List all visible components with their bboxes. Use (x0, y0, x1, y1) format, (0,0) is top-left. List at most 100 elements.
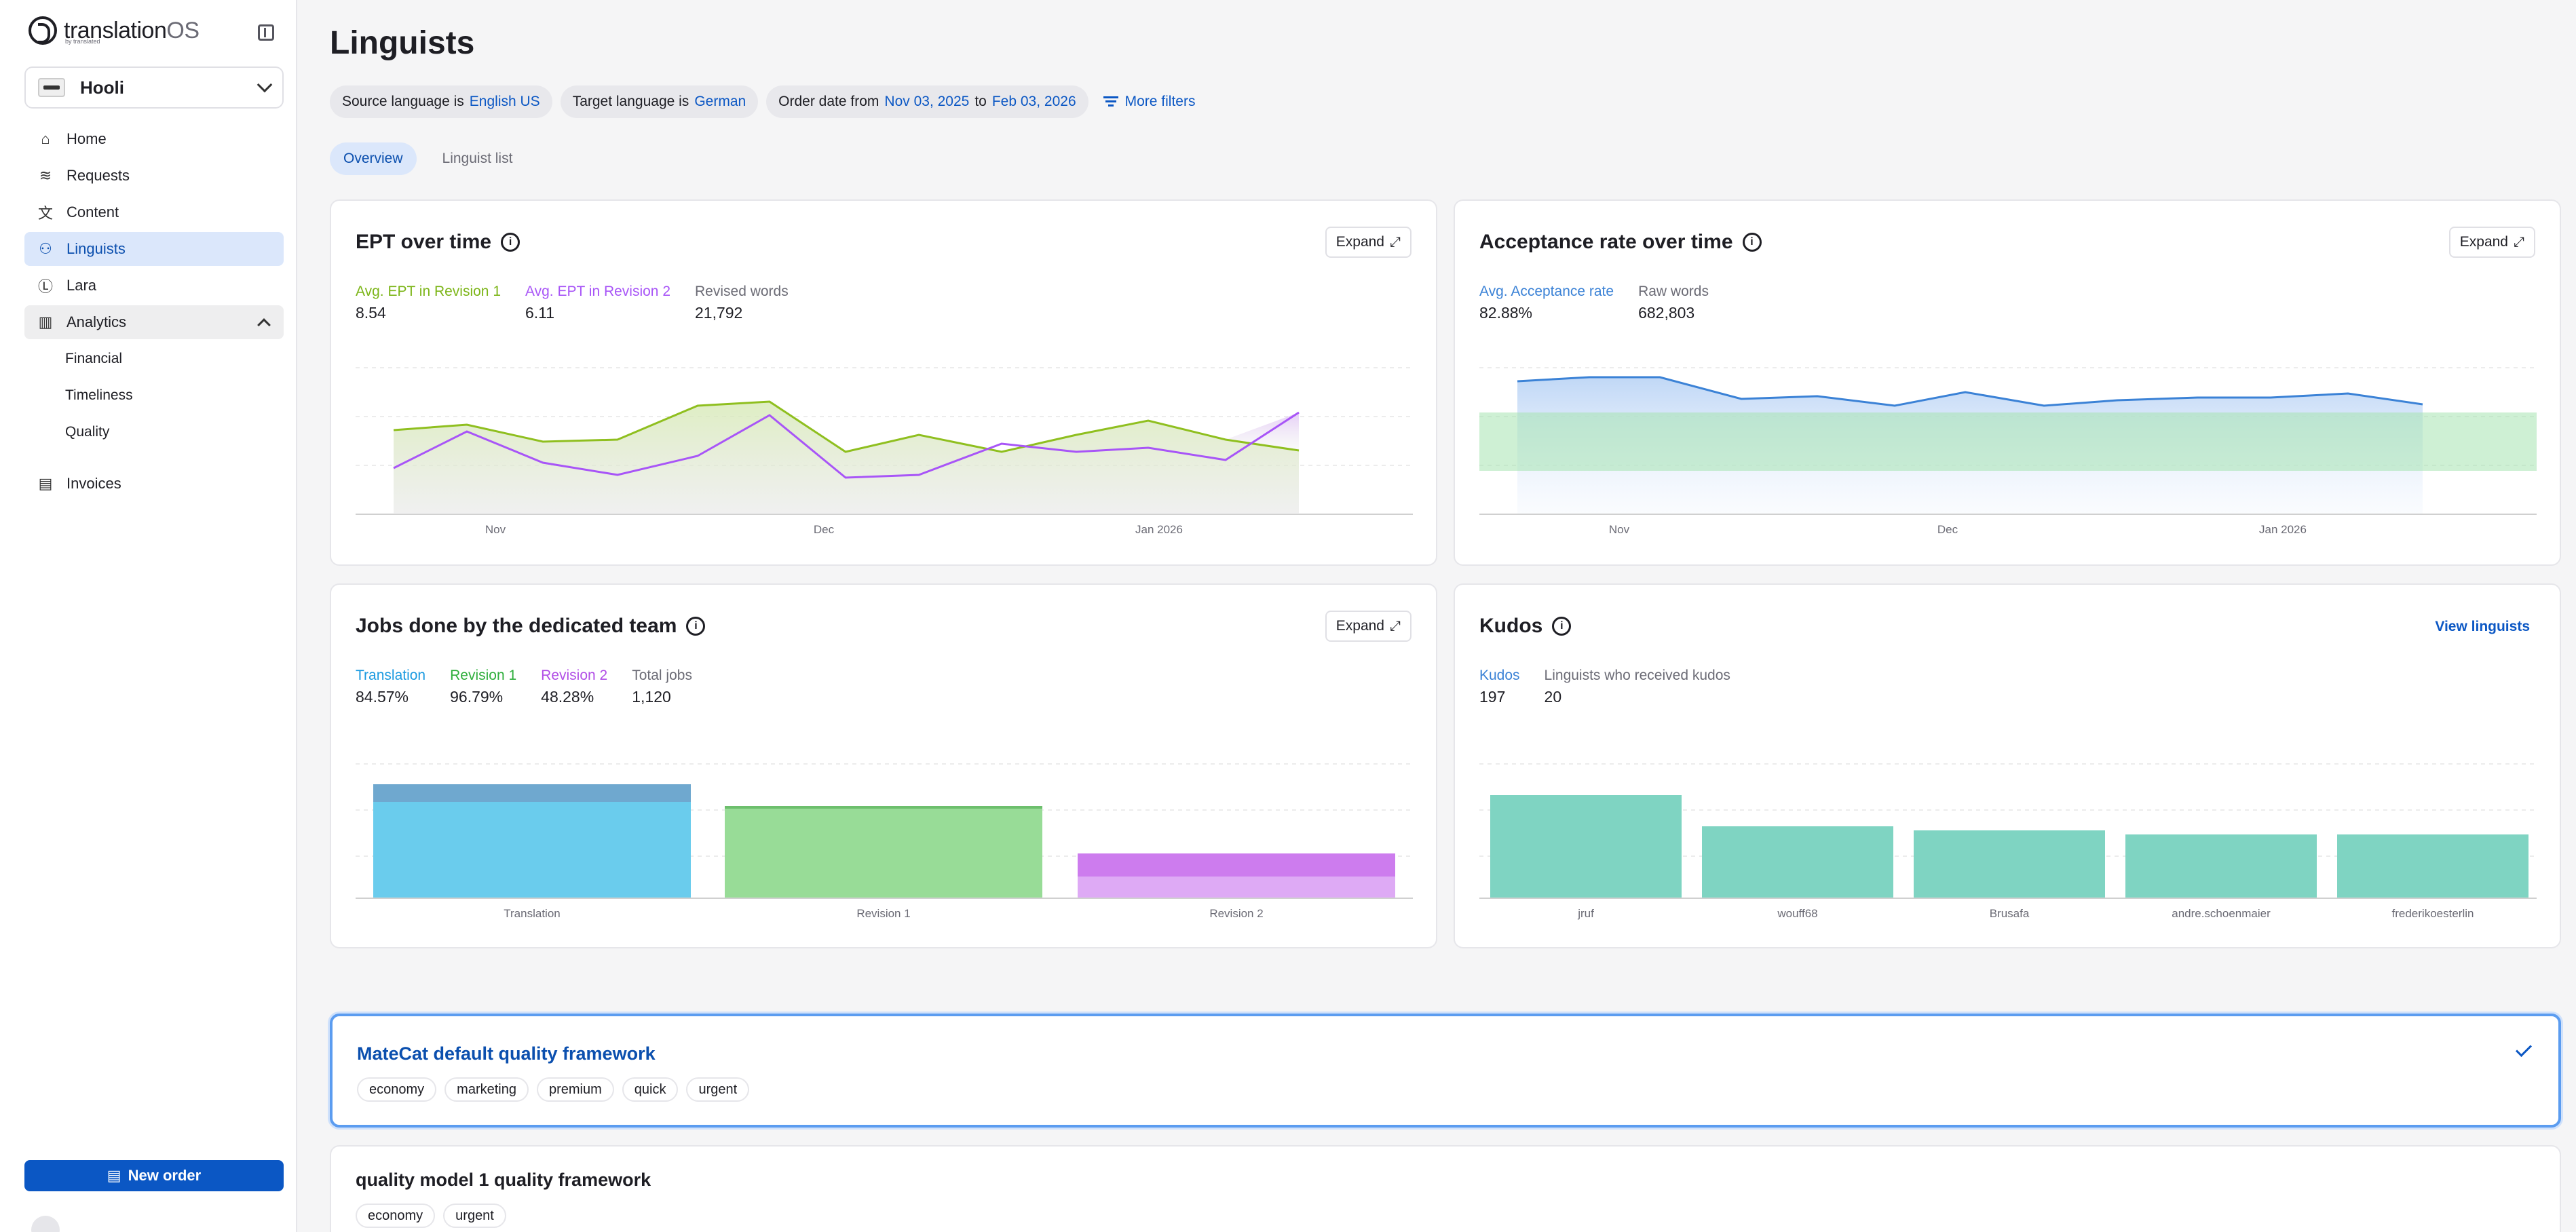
framework-card-selected[interactable]: MateCat default quality framework econom… (330, 1014, 2561, 1128)
stat: Linguists who received kudos 20 (1544, 668, 1730, 706)
info-icon[interactable]: i (1742, 233, 1762, 252)
expand-icon: ⤢ (2514, 234, 2524, 250)
stat: Revision 1 96.79% (450, 668, 517, 706)
stat: Kudos 197 (1479, 668, 1520, 706)
sidebar-item-analytics[interactable]: ▥ Analytics (24, 305, 284, 339)
acceptance-stats: Avg. Acceptance rate 82.88% Raw words 682,… (1479, 284, 1709, 322)
bar-chart-icon: ▥ (38, 313, 53, 330)
stat: Total jobs 1,120 (632, 668, 692, 706)
bar-translation (373, 802, 691, 898)
document-icon: ▤ (107, 1167, 121, 1184)
expand-button[interactable]: Expand ⤢ (1325, 611, 1412, 642)
x-tick-label: Translation (504, 907, 560, 920)
tab-overview[interactable]: Overview (330, 142, 417, 175)
kudos-bar (2337, 834, 2528, 898)
sidebar-nav: ⌂ Home ≋ Requests 文 Content ⚇ Linguists Ⓛ Lar… (24, 122, 284, 503)
ept-card: EPT over time i Expand ⤢ Avg. EPT in Revis… (330, 199, 1437, 566)
expand-button[interactable]: Expand ⤢ (1325, 227, 1412, 258)
bar-revision1 (725, 809, 1042, 898)
view-linguists-link[interactable]: View linguists (2435, 619, 2530, 634)
tag: economy (356, 1204, 436, 1228)
logo-subtitle: by translated (65, 38, 100, 45)
home-icon: ⌂ (41, 130, 50, 147)
invoice-icon: ▤ (38, 475, 53, 492)
help-icon[interactable] (31, 1216, 60, 1232)
sidebar-item-content[interactable]: 文 Content (37, 204, 119, 222)
sidebar-item-financial[interactable]: Financial (65, 351, 123, 366)
kudos-bar (2125, 834, 2317, 898)
x-tick-label: jruf (1577, 907, 1594, 920)
jobs-stats: Translation 84.57% Revision 1 96.79% Revis… (356, 668, 692, 706)
x-tick-label: Revision 1 (856, 907, 910, 920)
tag: quick (622, 1077, 679, 1102)
org-selector[interactable]: Hooli (24, 66, 284, 109)
framework-tags: economy urgent (356, 1204, 506, 1228)
card-title: EPT over time (356, 231, 492, 253)
chevron-up-icon (257, 318, 271, 332)
org-avatar (38, 78, 65, 97)
translate-icon: 文 (37, 205, 53, 222)
jobs-card: Jobs done by the dedicated team i Expand ⤢… (330, 583, 1437, 948)
framework-name: MateCat default quality framework (357, 1043, 656, 1064)
page-title: Linguists (330, 25, 475, 61)
sidebar-item-invoices[interactable]: ▤ Invoices (24, 467, 284, 501)
card-title: Jobs done by the dedicated team (356, 615, 677, 637)
tag: urgent (443, 1204, 506, 1228)
check-icon (2515, 1040, 2533, 1058)
sidebar-collapse-icon[interactable] (258, 24, 274, 41)
framework-name: quality model 1 quality framework (356, 1170, 651, 1190)
expand-button[interactable]: Expand ⤢ (2448, 227, 2535, 258)
sidebar-item-quality[interactable]: Quality (65, 424, 110, 440)
kudos-stats: Kudos 197 Linguists who received kudos 20 (1479, 668, 1730, 706)
bar-revision1-top (725, 806, 1042, 809)
ept-stats: Avg. EPT in Revision 1 8.54 Avg. EPT in R… (356, 284, 789, 322)
acceptance-chart: Nov Dec Jan 2026 (1479, 367, 2537, 536)
x-tick-label: Brusafa (1990, 907, 2030, 920)
info-icon[interactable]: i (1552, 617, 1572, 636)
expand-icon: ⤢ (1390, 234, 1401, 250)
framework-card[interactable]: quality model 1 quality framework econom… (330, 1145, 2561, 1232)
filter-chip-source[interactable]: Source language is English US (330, 85, 552, 118)
tag: marketing (444, 1077, 529, 1102)
lara-icon: Ⓛ (37, 278, 53, 295)
filter-chip-date[interactable]: Order date from Nov 03, 2025 to Feb 03, 202… (766, 85, 1088, 118)
app-logo[interactable]: translationOS (29, 16, 200, 45)
kudos-chart: jruf wouff68 Brusafa andre.schoenmaier f… (1479, 763, 2537, 920)
jobs-chart: Translation Revision 1 Revision 2 (356, 763, 1413, 920)
kudos-bar (1490, 795, 1682, 898)
card-title: Kudos (1479, 615, 1543, 637)
bar-revision2 (1078, 877, 1395, 898)
sidebar-item-home[interactable]: ⌂ Home (24, 122, 284, 156)
x-tick-label: Dec (814, 523, 835, 536)
info-icon[interactable]: i (686, 617, 706, 636)
tag: premium (536, 1077, 614, 1102)
bar-translation-top (373, 784, 691, 802)
sidebar-item-timeliness[interactable]: Timeliness (65, 387, 133, 403)
kudos-card: Kudos i View linguists Kudos 197 Linguists… (1454, 583, 2561, 948)
framework-tags: economy marketing premium quick urgent (357, 1077, 750, 1102)
stat: Avg. Acceptance rate 82.88% (1479, 284, 1614, 322)
info-icon[interactable]: i (501, 233, 520, 252)
new-order-button[interactable]: ▤ New order (24, 1160, 284, 1191)
org-name: Hooli (80, 77, 124, 98)
stat: Avg. EPT in Revision 1 8.54 (356, 284, 501, 322)
stat: Revision 2 48.28% (541, 668, 608, 706)
tag: economy (357, 1077, 437, 1102)
x-tick-label: wouff68 (1777, 907, 1817, 920)
sidebar-item-lara[interactable]: Ⓛ Lara (37, 277, 97, 295)
x-tick-label: Revision 2 (1209, 907, 1263, 920)
translationos-logo-icon (29, 16, 57, 45)
more-filters-button[interactable]: More filters (1097, 94, 1195, 110)
x-tick-label: Jan 2026 (1135, 523, 1183, 536)
filter-icon (1103, 96, 1118, 107)
expand-icon: ⤢ (1390, 618, 1401, 634)
tab-linguist-list[interactable]: Linguist list (442, 151, 513, 166)
sidebar-item-linguists[interactable]: ⚇ Linguists (24, 232, 284, 266)
x-tick-label: Jan 2026 (2259, 523, 2307, 536)
stat: Avg. EPT in Revision 2 6.11 (525, 284, 670, 322)
layers-icon: ≋ (39, 167, 52, 184)
filter-chip-target[interactable]: Target language is German (560, 85, 759, 118)
x-tick-label: frederikoesterlin (2392, 907, 2474, 920)
sidebar-item-requests[interactable]: ≋ Requests (24, 159, 284, 193)
acceptance-card: Acceptance rate over time i Expand ⤢ Avg. … (1454, 199, 2561, 566)
